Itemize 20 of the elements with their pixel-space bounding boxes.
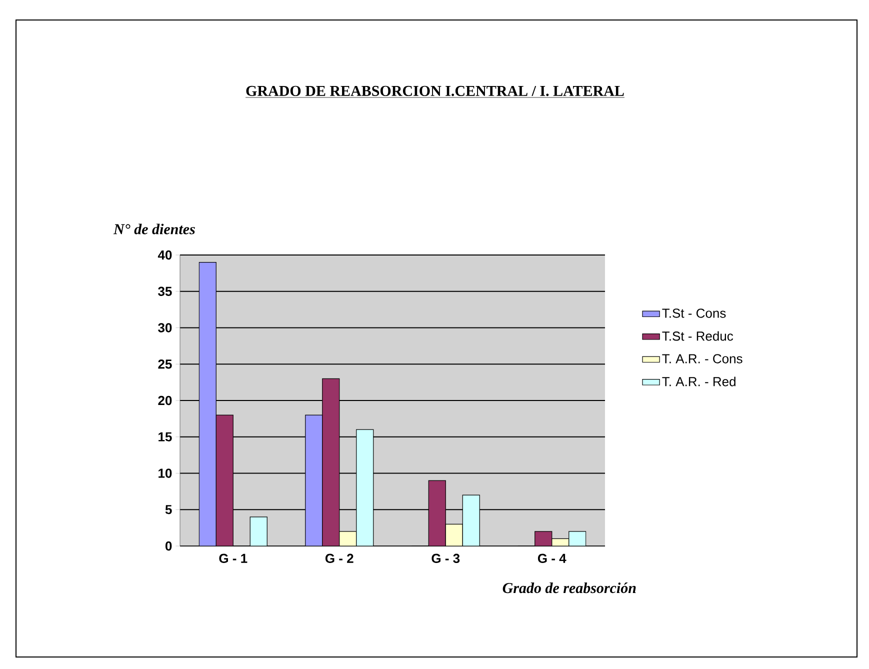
- chart-title: GRADO DE REABSORCION I.CENTRAL / I. LATERAL: [246, 86, 624, 96]
- y-tick-label: 15: [158, 432, 172, 442]
- x-tick-label: G - 3: [432, 554, 460, 564]
- y-tick-label: 0: [165, 541, 172, 551]
- x-axis-title: Grado de reabsorción: [502, 582, 636, 594]
- y-tick-label: 20: [158, 396, 172, 406]
- y-tick-label: 25: [158, 360, 172, 369]
- legend-label: T.St - Cons: [662, 308, 726, 318]
- legend-label: T. A.R. - Cons: [662, 354, 742, 364]
- y-tick-label: 5: [165, 505, 172, 514]
- legend-label: T.St - Reduc: [662, 331, 734, 341]
- y-tick-label: 10: [158, 468, 172, 478]
- legend-label: T. A.R. - Red: [662, 376, 736, 386]
- y-tick-label: 30: [158, 323, 172, 332]
- x-tick-label: G - 4: [538, 554, 566, 563]
- x-tick-label: G - 2: [325, 554, 354, 563]
- x-tick-label: G - 1: [219, 554, 248, 563]
- y-tick-label: 40: [158, 250, 172, 260]
- y-tick-label: 35: [158, 286, 172, 296]
- y-axis-title: N° de dientes: [113, 224, 195, 234]
